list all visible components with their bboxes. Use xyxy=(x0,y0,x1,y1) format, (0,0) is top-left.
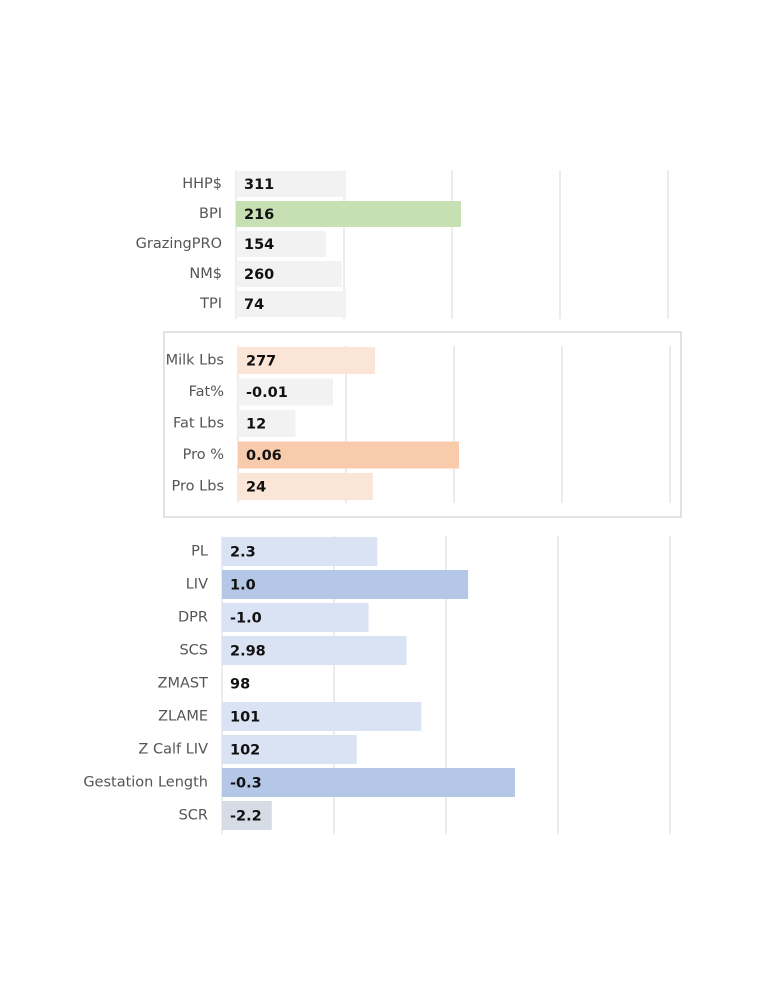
bar-0 xyxy=(236,171,347,197)
category-label: SCS xyxy=(179,643,208,659)
chart-panel-1: HHP$ 311 BPI 216 GrazingPRO 154 NM$ 260 TPI 74 xyxy=(136,170,669,319)
chart-panel-frame xyxy=(163,331,682,518)
category-label: LIV xyxy=(186,577,208,593)
category-label: Z Calf LIV xyxy=(138,742,208,758)
value-label: 1.0 xyxy=(230,578,256,594)
category-label: DPR xyxy=(178,610,208,626)
value-label: -0.3 xyxy=(230,776,262,792)
value-label: 98 xyxy=(230,677,250,693)
value-label: 311 xyxy=(244,177,274,193)
bar-1 xyxy=(236,201,461,227)
bar-2 xyxy=(236,231,326,257)
value-label: -0.01 xyxy=(246,385,288,401)
category-label: Fat Lbs xyxy=(173,416,224,432)
chart-panel-3: PL 2.3 LIV 1.0 DPR -1.0 SCS 2.98 ZMAST 98 ZLAME 101… xyxy=(83,536,671,834)
bar-2 xyxy=(238,410,296,437)
value-label: 277 xyxy=(246,354,276,370)
value-label: 260 xyxy=(244,267,274,283)
category-label: GrazingPRO xyxy=(136,236,222,252)
category-label: ZLAME xyxy=(158,709,208,725)
value-label: 102 xyxy=(230,743,260,759)
bar-3 xyxy=(236,261,342,287)
bar-1 xyxy=(238,378,334,406)
category-label: Pro % xyxy=(183,447,224,463)
category-label: Gestation Length xyxy=(83,775,208,791)
value-label: 12 xyxy=(246,417,266,433)
bar-6 xyxy=(222,735,357,764)
bar-5 xyxy=(222,702,422,731)
category-label: Milk Lbs xyxy=(166,353,224,369)
bar-0 xyxy=(238,347,376,374)
category-label: ZMAST xyxy=(158,676,209,692)
value-label: 154 xyxy=(244,237,274,253)
category-label: Pro Lbs xyxy=(172,479,224,495)
category-label: BPI xyxy=(199,206,222,222)
bar-0 xyxy=(222,537,378,566)
value-label: 2.3 xyxy=(230,545,256,561)
category-label: HHP$ xyxy=(182,176,222,192)
value-label: 216 xyxy=(244,207,274,223)
bar-3 xyxy=(238,441,459,469)
bar-1 xyxy=(222,570,469,599)
bar-4 xyxy=(236,291,347,317)
bar-3 xyxy=(222,636,407,665)
value-label: 101 xyxy=(230,710,260,726)
value-label: 0.06 xyxy=(246,448,282,464)
value-label: 24 xyxy=(246,480,266,496)
bar-4 xyxy=(238,473,373,500)
value-label: 74 xyxy=(244,297,264,313)
category-label: Fat% xyxy=(189,384,224,400)
bar-8 xyxy=(222,801,272,830)
value-label: -1.0 xyxy=(230,611,262,627)
chart-panel-2: Milk Lbs 277 Fat% -0.01 Fat Lbs 12 Pro % 0.06 Pr… xyxy=(163,331,682,518)
category-label: TPI xyxy=(199,296,222,312)
bar-2 xyxy=(222,603,369,632)
bar-7 xyxy=(222,768,515,797)
value-label: -2.2 xyxy=(230,809,262,825)
value-label: 2.98 xyxy=(230,644,266,660)
category-label: SCR xyxy=(179,808,208,824)
category-label: NM$ xyxy=(189,266,222,282)
category-label: PL xyxy=(191,544,208,560)
